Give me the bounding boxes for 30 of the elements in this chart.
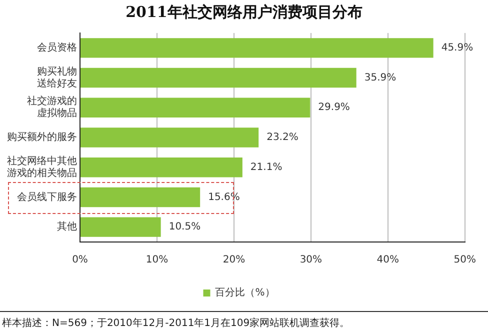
data-label: 35.9% [364,72,396,84]
bar [80,158,242,178]
data-label: 45.9% [441,42,474,54]
text: 样本描述：N=569；于2010年12月-2011年1月在109家网站联机调查获得。 [2,316,350,330]
data-label: 23.2% [266,132,298,144]
x-tick-label: 20% [222,254,246,266]
x-tick-label: 40% [376,254,400,266]
chart-title: 2011年社交网络用户消费项目分布 [124,3,364,22]
legend-label: 百分比（%） [215,286,275,299]
data-label: 29.9% [318,102,350,114]
data-label: 10.5% [168,222,201,233]
y-tick-label: 会员资格 [37,42,77,54]
y-tick-label: 购买礼物送给好友 [37,65,77,90]
bar [80,98,310,118]
data-label: 15.6% [208,192,240,203]
x-tick-label: 0% [72,254,88,266]
bar [80,217,161,237]
x-tick-label: 10% [146,254,168,266]
x-tick-label: 50% [454,254,476,266]
bar [80,38,434,58]
bar [80,128,259,148]
x-tick-label: 30% [300,254,322,266]
y-tick-label: 购买额外的服务 [7,131,77,144]
y-tick-label: 社交网络中其他游戏的相关物品 [7,154,77,179]
y-tick-label: 其他 [57,220,77,233]
bar [80,187,200,208]
y-tick-label: 会员线下服务 [17,190,77,203]
data-label: 21.1% [250,162,282,173]
bar [80,68,356,88]
y-tick-label: 社交游戏的虚拟物品 [27,95,77,120]
